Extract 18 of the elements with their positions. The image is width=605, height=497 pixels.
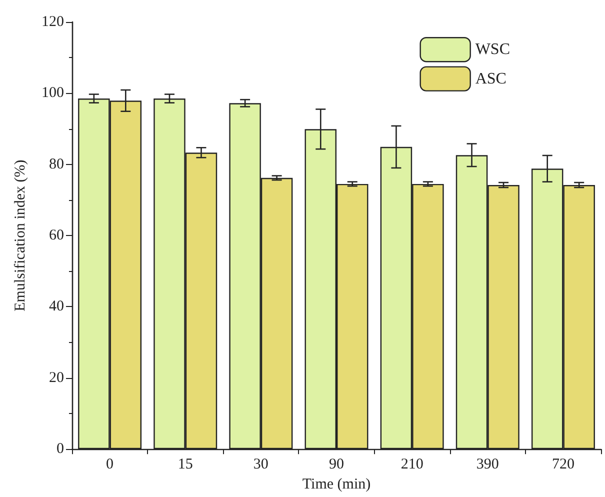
x-tick-label: 30 <box>253 456 268 473</box>
x-tick-label: 15 <box>178 456 193 473</box>
y-tick-label: 120 <box>42 14 64 30</box>
y-tick-label: 20 <box>49 370 64 386</box>
x-tick-label: 210 <box>400 456 424 473</box>
x-tick-label: 0 <box>106 456 114 473</box>
x-tick-label: 90 <box>329 456 344 473</box>
x-tick-label: 390 <box>476 456 499 473</box>
y-axis-title: Emulsification index (%) <box>12 160 28 312</box>
legend-label: WSC <box>475 41 510 58</box>
legend-label: ASC <box>475 70 506 88</box>
y-tick-label: 80 <box>49 156 64 172</box>
y-tick-label: 0 <box>56 441 64 458</box>
x-tick-label: 720 <box>552 456 574 473</box>
y-tick-label: 100 <box>42 85 64 102</box>
y-tick-label: 40 <box>49 298 64 315</box>
x-axis-title: Time (min) <box>302 476 371 492</box>
y-tick-label: 60 <box>49 228 64 244</box>
